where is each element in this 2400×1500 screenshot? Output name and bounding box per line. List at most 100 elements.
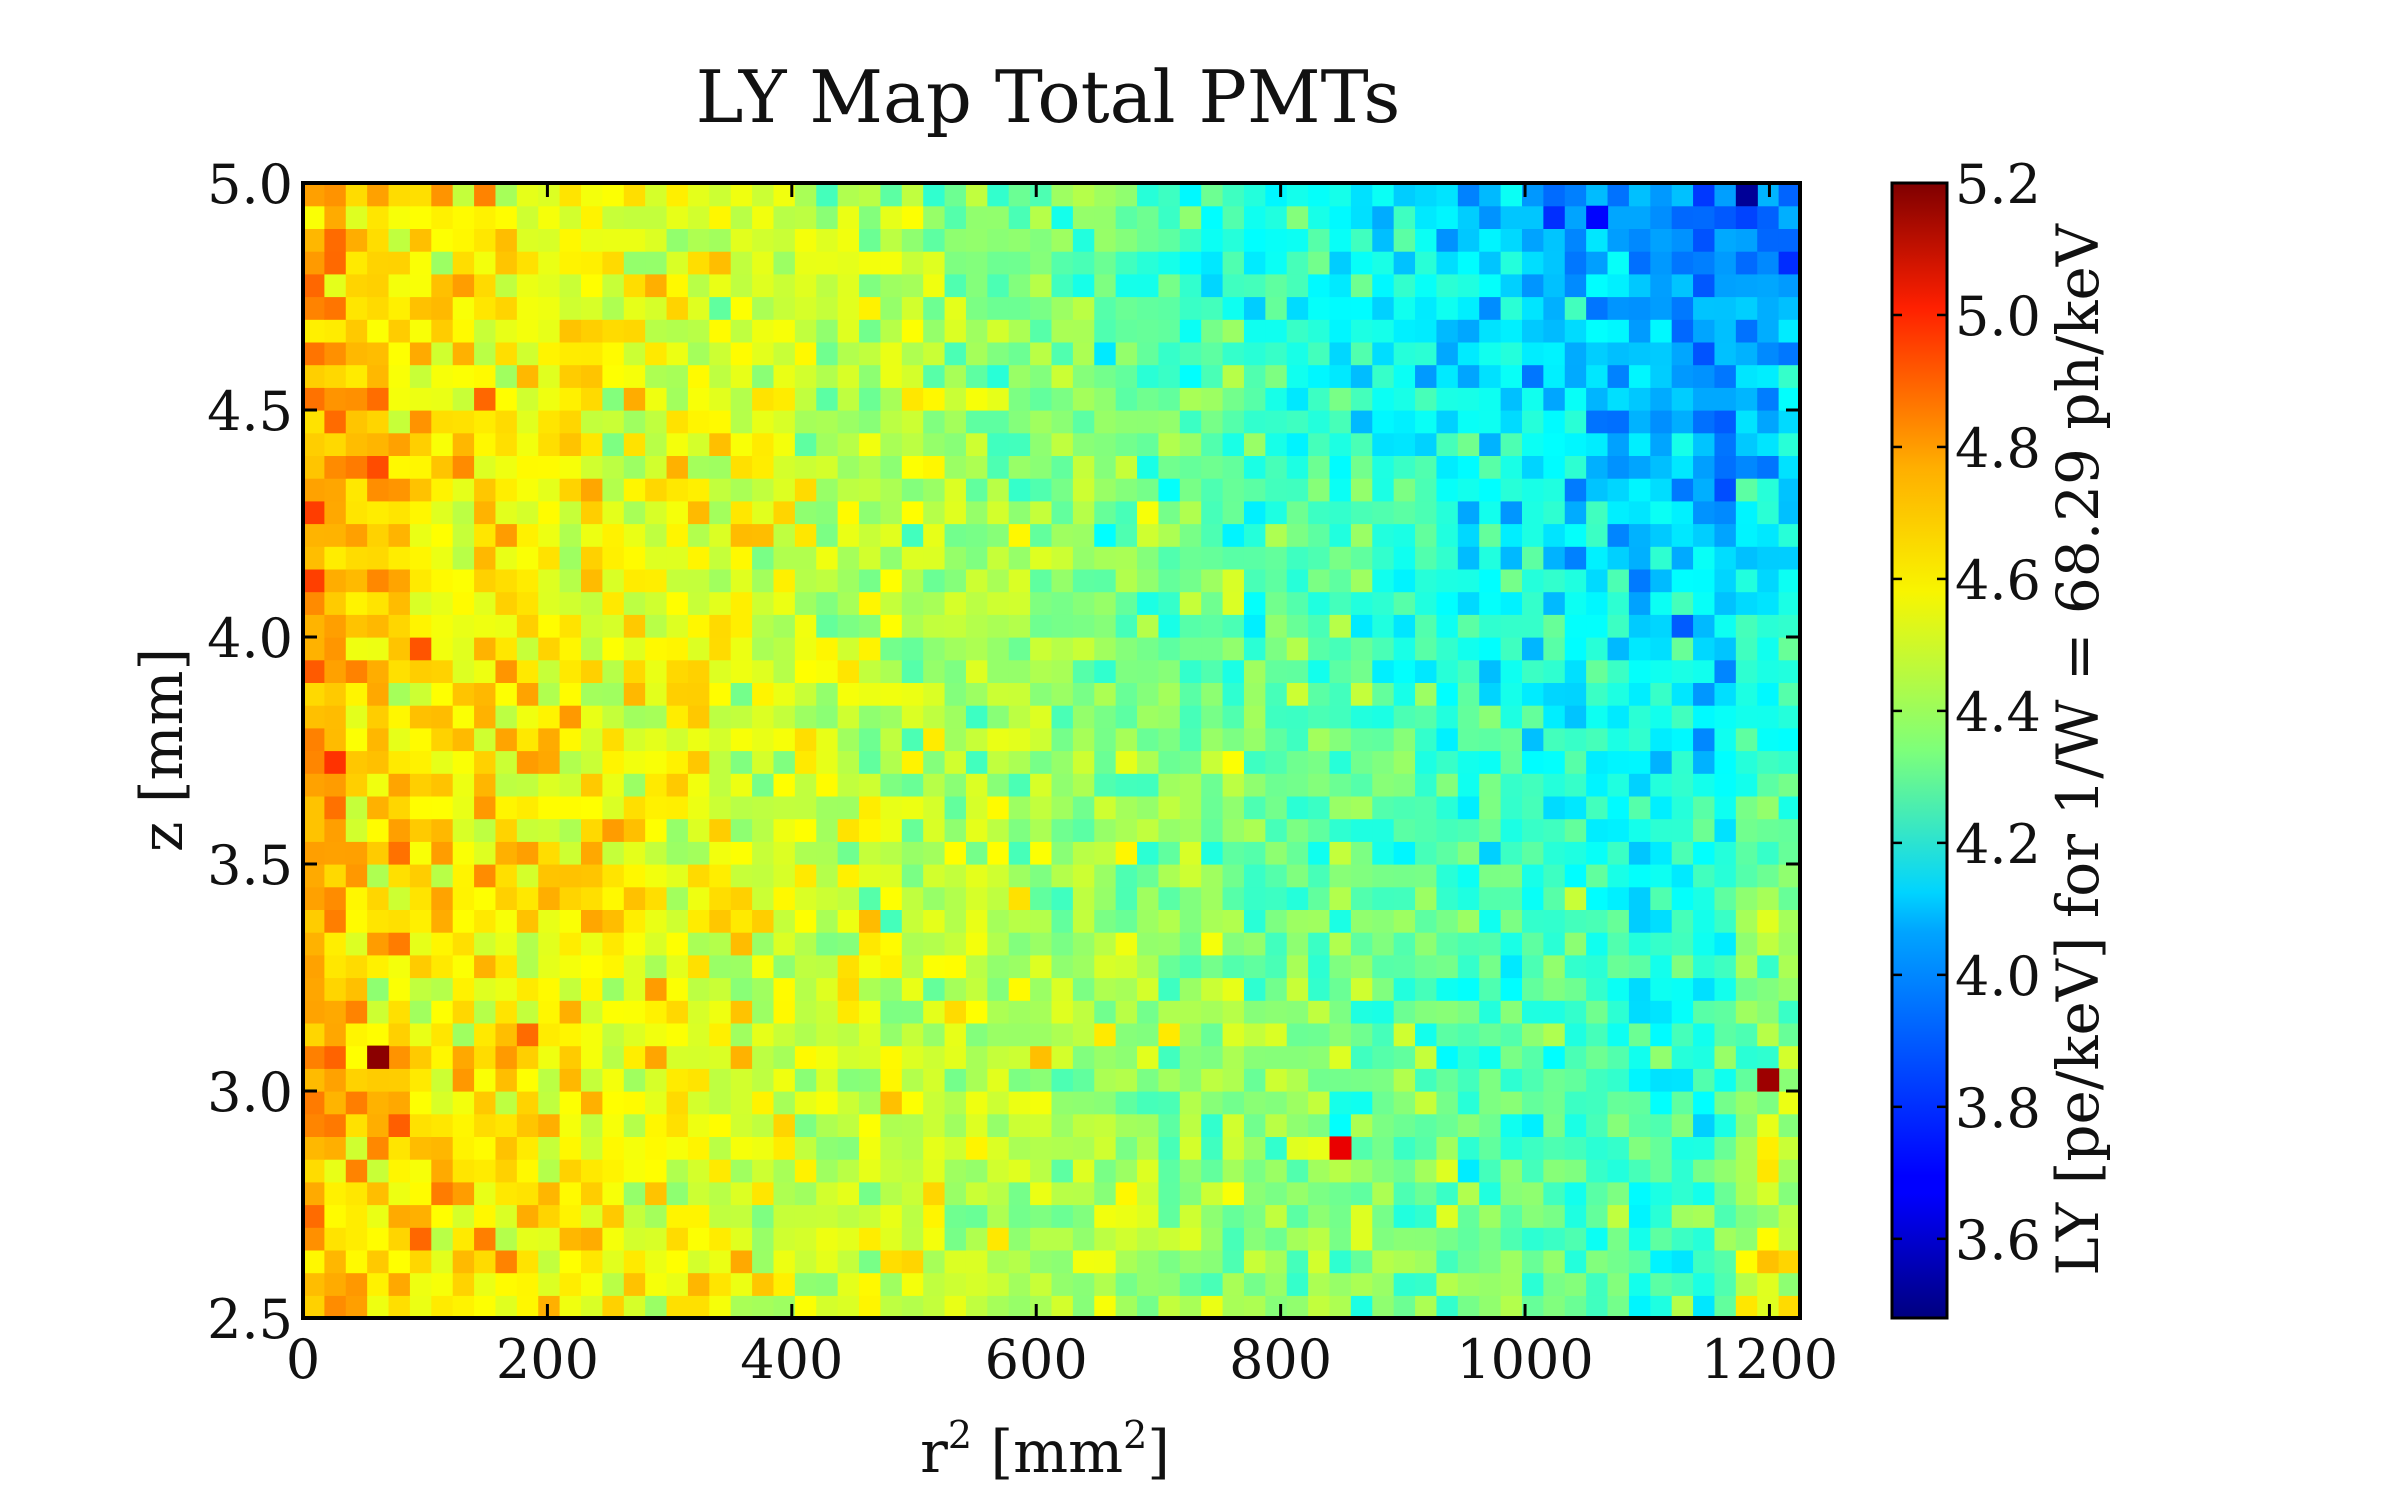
heatmap-cell (1222, 523, 1245, 547)
heatmap-cell (1308, 296, 1331, 320)
heatmap-cell (987, 319, 1010, 343)
heatmap-cell (409, 1136, 432, 1160)
heatmap-cell (837, 659, 860, 683)
heatmap-cell (1372, 500, 1395, 525)
heatmap-cell (1628, 977, 1651, 1001)
heatmap-cell (794, 183, 817, 207)
heatmap-cell (388, 183, 411, 207)
heatmap-cell (837, 387, 860, 411)
heatmap-cell (409, 1249, 432, 1274)
y-tick-label: 3.5 (207, 834, 293, 897)
heatmap-cell (345, 478, 368, 502)
heatmap-cell (1521, 954, 1544, 979)
heatmap-cell (1650, 795, 1673, 820)
heatmap-cell (773, 410, 796, 434)
heatmap-cell (1051, 1181, 1074, 1206)
heatmap-cell (1201, 183, 1224, 207)
heatmap-cell (1521, 251, 1544, 275)
heatmap-cell (516, 568, 539, 593)
heatmap-cell (452, 432, 475, 456)
heatmap-cell (1564, 523, 1587, 547)
heatmap-cell (666, 773, 689, 797)
heatmap-cell (538, 568, 561, 593)
heatmap-cell (345, 500, 368, 525)
heatmap-cell (1650, 1227, 1673, 1251)
heatmap-cell (1457, 750, 1480, 774)
heatmap-cell (880, 364, 903, 388)
heatmap-cell (1179, 954, 1202, 979)
heatmap-cell (431, 1227, 454, 1251)
heatmap-cell (1201, 364, 1224, 388)
heatmap-cell (944, 1204, 967, 1228)
heatmap-cell (965, 478, 988, 502)
heatmap-cell (1778, 273, 1801, 298)
heatmap-cell (602, 273, 625, 298)
heatmap-cell (1564, 682, 1587, 706)
heatmap-cell (581, 1068, 603, 1092)
heatmap-cell (752, 909, 775, 933)
heatmap-cell (1607, 614, 1630, 638)
heatmap-cell (794, 1249, 817, 1274)
heatmap-cell (1286, 614, 1309, 638)
heatmap-cell (1628, 568, 1651, 593)
heatmap-cell (1179, 1136, 1202, 1160)
heatmap-cell (901, 1045, 924, 1069)
heatmap-cell (859, 1272, 882, 1296)
heatmap-cell (1671, 841, 1694, 865)
heatmap-cell (1329, 296, 1352, 320)
heatmap-cell (837, 1295, 860, 1319)
heatmap-cell (1137, 864, 1160, 888)
heatmap-cell (1222, 1091, 1245, 1115)
heatmap-cell (709, 1136, 732, 1160)
heatmap-cell (1415, 1091, 1438, 1115)
heatmap-cell (1628, 1295, 1651, 1319)
heatmap-cell (452, 251, 475, 275)
heatmap-cell (1628, 1022, 1651, 1047)
heatmap-cell (1607, 773, 1630, 797)
heatmap-cell (345, 1000, 368, 1024)
heatmap-cell (773, 228, 796, 252)
heatmap-cell (666, 523, 689, 547)
heatmap-cell (559, 659, 582, 683)
heatmap-cell (859, 319, 882, 343)
heatmap-cell (859, 1068, 882, 1092)
heatmap-cell (367, 432, 390, 456)
heatmap-cell (794, 1045, 817, 1069)
heatmap-cell (1115, 273, 1138, 298)
heatmap-cell (1457, 841, 1480, 865)
heatmap-cell (923, 841, 946, 865)
heatmap-cell (645, 523, 668, 547)
heatmap-cell (623, 727, 646, 752)
heatmap-cell (367, 455, 390, 479)
x-tick-label: 400 (740, 1328, 843, 1391)
heatmap-cell (987, 977, 1010, 1001)
heatmap-cell (474, 1091, 497, 1115)
heatmap-cell (645, 500, 668, 525)
heatmap-cell (1243, 410, 1266, 434)
heatmap-cell (1521, 1045, 1544, 1069)
heatmap-cell (495, 954, 518, 979)
heatmap-cell (1586, 387, 1609, 411)
heatmap-cell (1094, 273, 1117, 298)
heatmap-cell (1030, 455, 1053, 479)
heatmap-cell (730, 1068, 753, 1092)
heatmap-cell (1051, 1022, 1074, 1047)
heatmap-cell (1243, 273, 1266, 298)
heatmap-cell (1008, 1000, 1031, 1024)
heatmap-cell (1115, 1272, 1138, 1296)
heatmap-cell (303, 1068, 325, 1092)
heatmap-cell (687, 273, 710, 298)
heatmap-cell (901, 523, 924, 547)
heatmap-cell (388, 296, 411, 320)
heatmap-cell (687, 387, 710, 411)
heatmap-cell (1479, 977, 1502, 1001)
colorbar-tick-label: 4.2 (1955, 813, 2041, 876)
heatmap-cell (709, 932, 732, 956)
heatmap-cell (1115, 1136, 1138, 1160)
heatmap-cell (816, 1091, 839, 1115)
heatmap-cell (1030, 296, 1053, 320)
heatmap-cell (730, 1295, 753, 1319)
heatmap-cell (1543, 432, 1566, 456)
heatmap-cell (1521, 1272, 1544, 1296)
heatmap-cell (1137, 319, 1160, 343)
